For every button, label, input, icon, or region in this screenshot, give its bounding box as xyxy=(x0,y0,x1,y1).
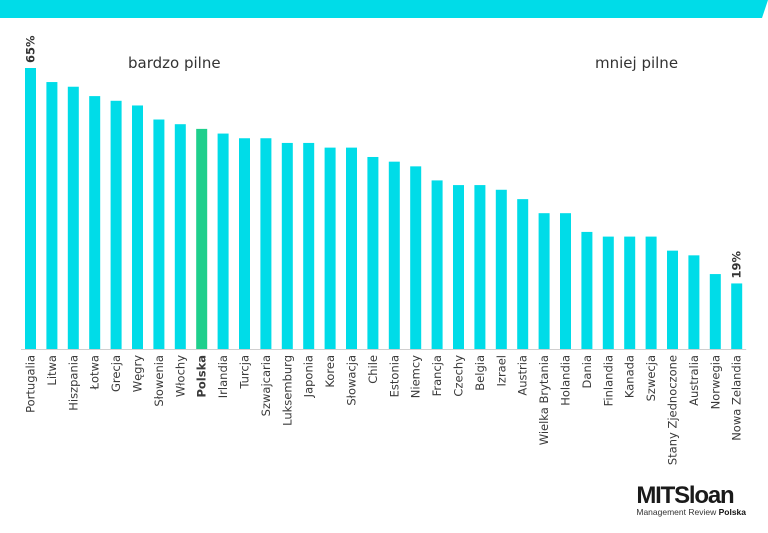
region-label-left: bardzo pilne xyxy=(128,54,221,72)
bar-izrael xyxy=(495,189,507,349)
logo-title: MITSloan xyxy=(636,482,734,509)
bar-japonia xyxy=(303,142,315,349)
bar-estonia xyxy=(388,161,400,349)
logo-subtitle: Management Review Polska xyxy=(636,507,746,517)
category-label: Australia xyxy=(687,355,701,406)
category-label: Holandia xyxy=(559,355,573,406)
bar-portugalia xyxy=(25,68,36,349)
category-label: Litwa xyxy=(45,355,59,386)
category-label: Turcja xyxy=(238,355,252,390)
category-label: Francja xyxy=(430,355,444,396)
category-label: Austria xyxy=(516,355,530,396)
category-label: Luksemburg xyxy=(280,355,294,426)
category-label: Irlandia xyxy=(216,355,230,398)
bar-austria xyxy=(517,199,529,349)
bar-grecja xyxy=(110,100,122,350)
category-label: Portugalia xyxy=(24,355,38,413)
bar-włochy xyxy=(174,124,186,349)
bar-czechy xyxy=(453,185,464,349)
bar-luksemburg xyxy=(281,142,293,349)
bar-hiszpania xyxy=(67,86,79,349)
bar-niemcy xyxy=(410,166,422,349)
bar-dania xyxy=(581,231,593,349)
bar-nowa-zelandia xyxy=(731,283,743,349)
value-label: 19% xyxy=(730,250,744,278)
region-label-right: mniej pilne xyxy=(595,54,678,72)
logo-subtitle-bold: Polska xyxy=(718,507,746,517)
category-label: Estonia xyxy=(387,355,401,397)
category-label: Włochy xyxy=(173,355,187,397)
category-label: Słowacja xyxy=(345,355,359,406)
category-label: Nowa Zelandia xyxy=(730,355,744,441)
bar-stany-zjednoczone xyxy=(667,250,678,349)
category-labels: Portugalia Litwa Hiszpania Łotwa Grecja Węgry… xyxy=(24,355,744,465)
category-label: Węgry xyxy=(131,355,145,392)
mitsloan-logo: MITSloan Management Review Polska xyxy=(636,482,746,518)
top-banner xyxy=(0,0,768,18)
bar-kanada xyxy=(624,236,636,349)
category-label: Stany Zjednoczone xyxy=(666,355,680,465)
bar-norwegia xyxy=(709,274,721,349)
bar-belgia xyxy=(474,185,486,349)
bar-łotwa xyxy=(89,96,101,349)
bar-szwajcaria xyxy=(260,138,272,349)
category-label: Norwegia xyxy=(708,355,722,409)
bar-irlandia xyxy=(217,133,229,349)
category-label: Niemcy xyxy=(409,355,423,398)
bar-węgry xyxy=(132,105,143,349)
bar-korea xyxy=(324,147,336,349)
value-label: 65% xyxy=(24,35,38,63)
bar-holandia xyxy=(560,213,571,349)
category-label: Wielka Brytania xyxy=(537,355,551,445)
category-label: Korea xyxy=(323,355,337,388)
category-label: Izrael xyxy=(494,355,508,386)
category-label: Czechy xyxy=(452,355,466,397)
category-label: Finlandia xyxy=(601,355,615,406)
bar-słowacja xyxy=(346,147,357,349)
category-label: Dania xyxy=(580,355,594,388)
category-label: Szwecja xyxy=(644,355,658,401)
category-label: Grecja xyxy=(109,355,123,392)
bar-chile xyxy=(367,156,379,349)
bar-wielka-brytania xyxy=(538,213,550,349)
bar-australia xyxy=(688,255,700,349)
bar-finlandia xyxy=(602,236,614,349)
bars-group xyxy=(25,68,743,350)
category-label: Japonia xyxy=(302,355,316,398)
category-label: Hiszpania xyxy=(66,355,80,411)
category-label: Słowenia xyxy=(152,355,166,407)
category-label: Belgia xyxy=(473,355,487,391)
category-label: Polska xyxy=(195,355,209,398)
category-label: Kanada xyxy=(623,355,637,398)
logo-subtitle-prefix: Management Review xyxy=(636,507,717,517)
bar-słowenia xyxy=(153,119,165,350)
bar-turcja xyxy=(239,138,250,349)
category-label: Szwajcaria xyxy=(259,355,273,416)
bar-polska xyxy=(196,128,208,349)
bar-francja xyxy=(431,180,443,349)
category-label: Łotwa xyxy=(88,355,102,390)
category-label: Chile xyxy=(366,355,380,384)
bar-szwecja xyxy=(645,236,657,349)
value-labels: 65% 19% xyxy=(24,35,744,278)
bar-litwa xyxy=(46,82,58,350)
